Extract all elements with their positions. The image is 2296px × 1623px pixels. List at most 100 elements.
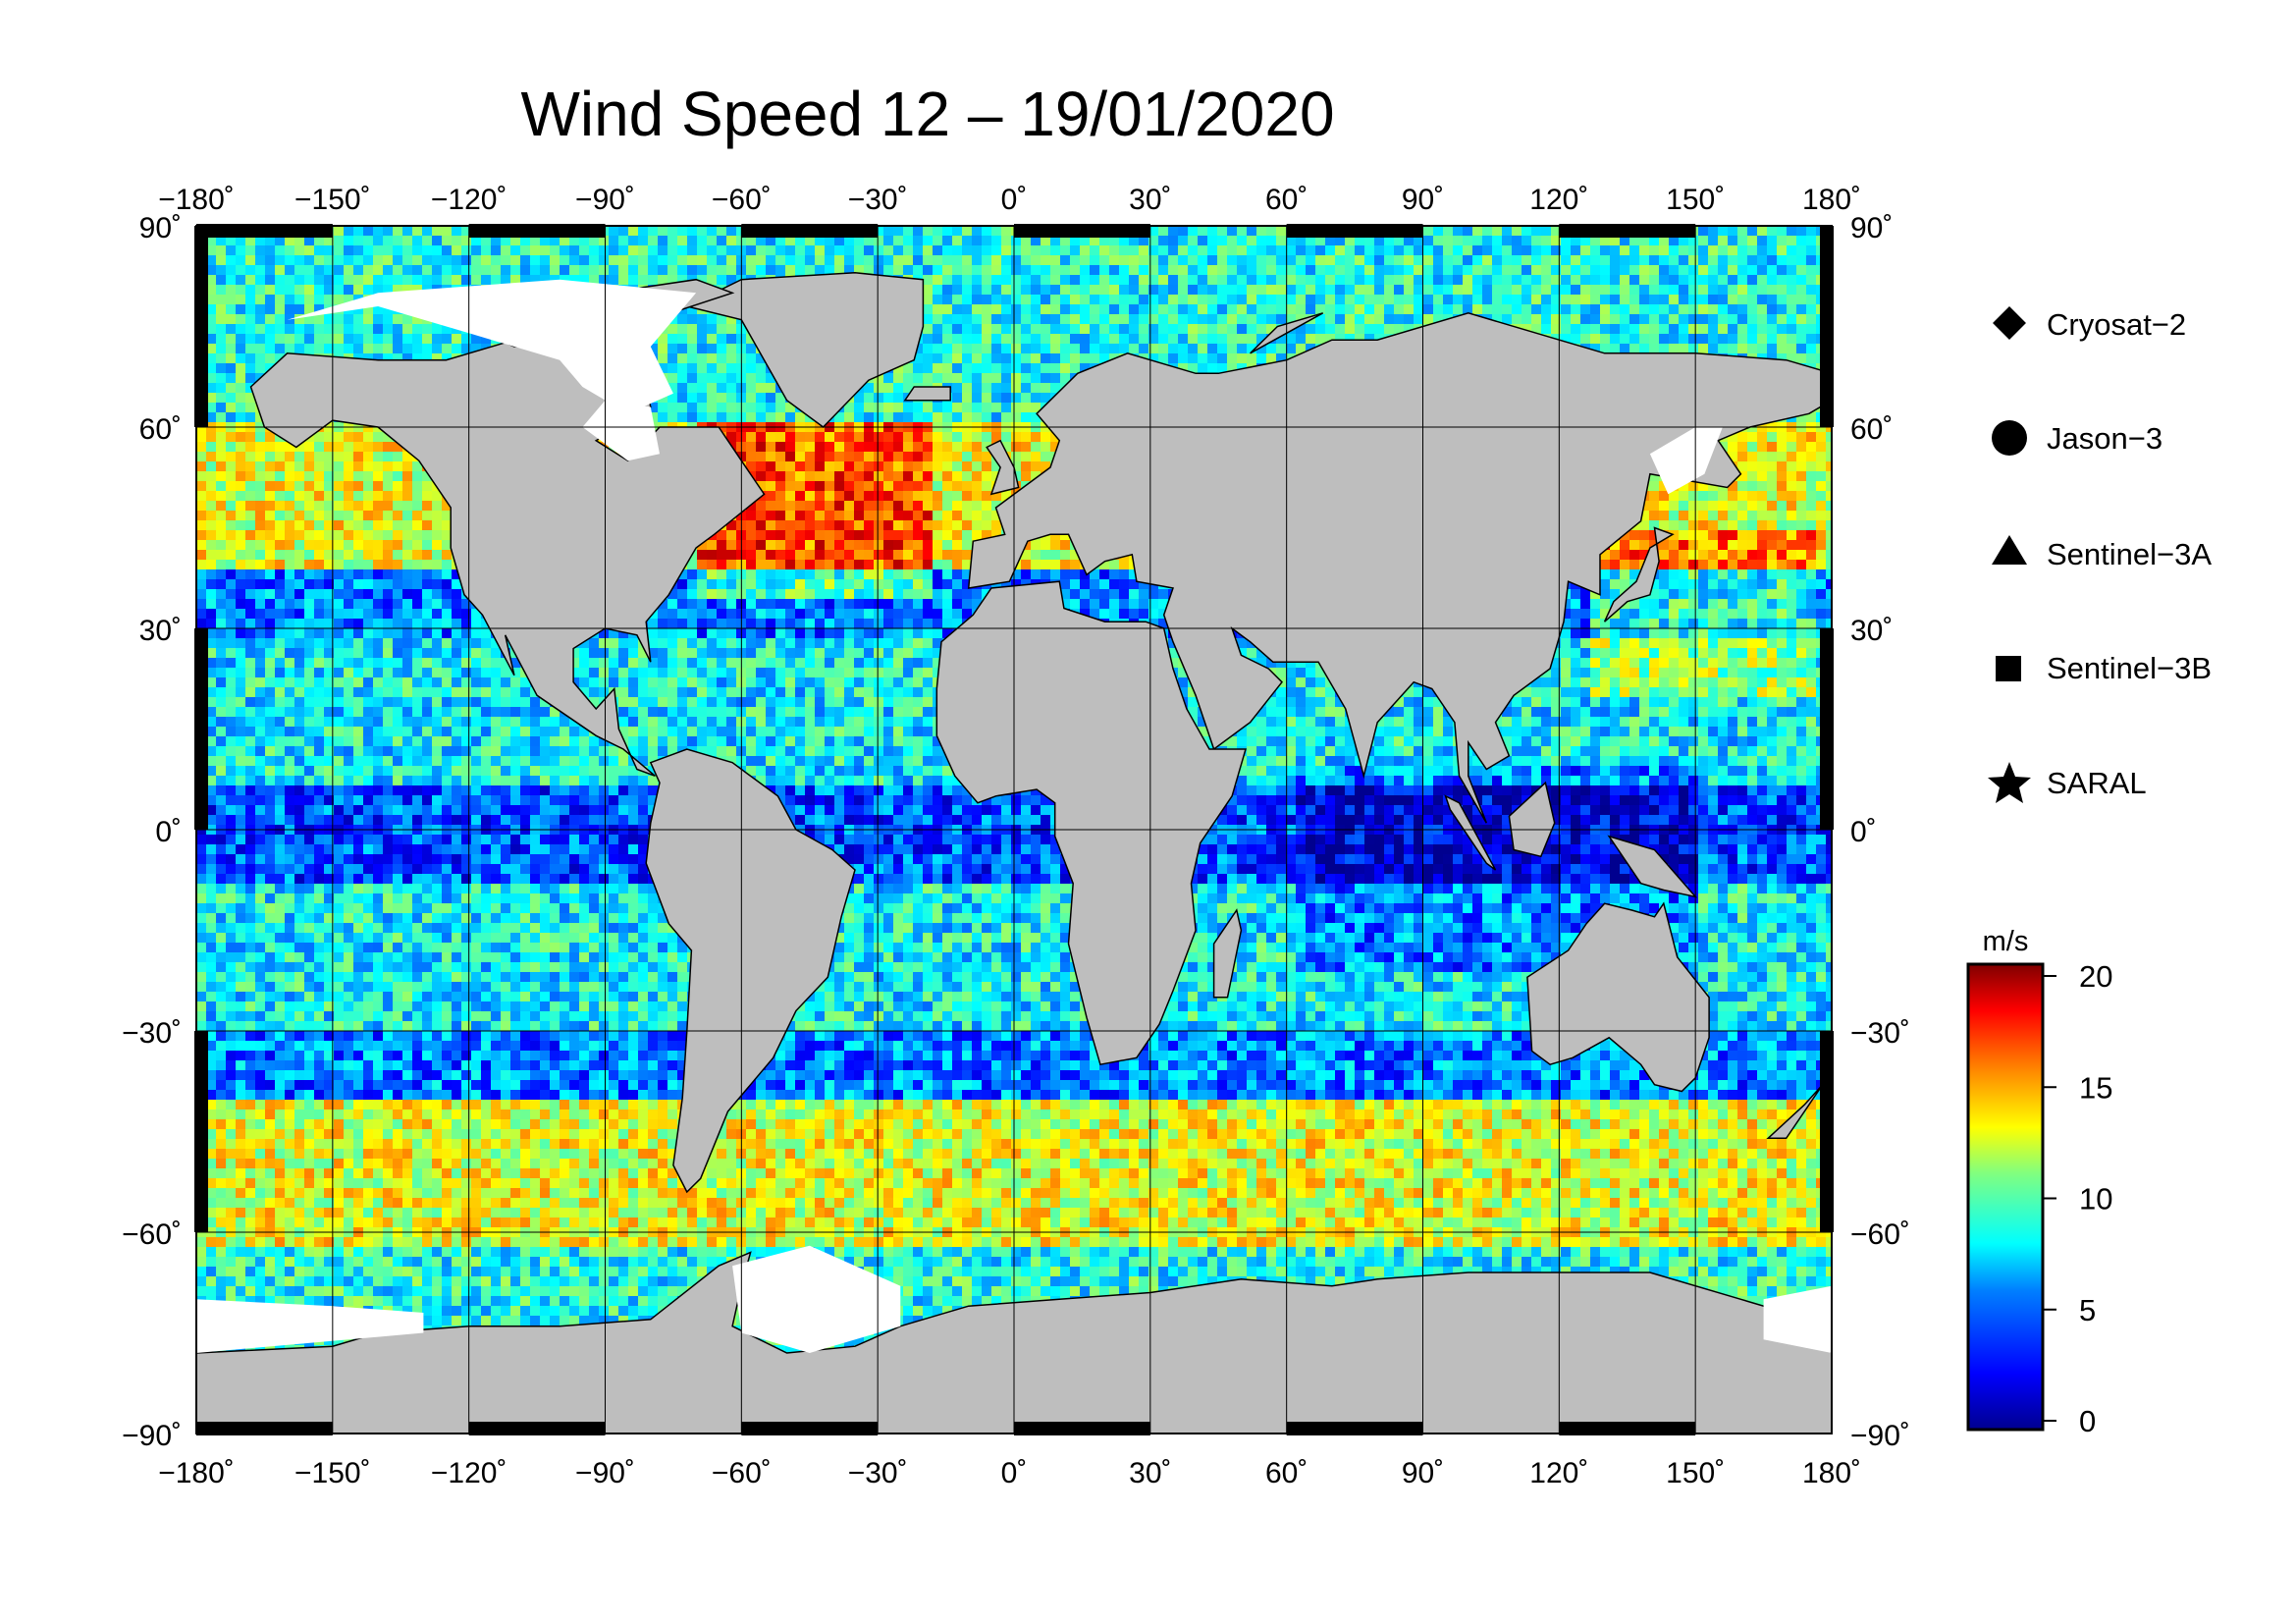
wind-cell [1001,432,1011,442]
wind-cell [1178,334,1188,344]
wind-cell [1306,304,1315,314]
wind-cell [314,452,324,461]
wind-cell [599,275,609,285]
wind-cell [933,324,942,334]
wind-cell [285,255,294,265]
wind-cell [1522,295,1531,304]
wind-cell [452,265,461,275]
wind-cell [1561,304,1571,314]
wind-cell [1001,353,1011,363]
wind-cell [1433,265,1443,275]
wind-cell [874,461,883,471]
wind-cell [1198,226,1207,236]
wind-cell [854,491,864,501]
wind-cell [1168,275,1178,285]
wind-cell [1718,344,1728,353]
wind-cell [275,255,285,265]
wind-cell [344,442,353,452]
wind-cell [1158,245,1168,255]
wind-cell [236,295,245,304]
wind-cell [255,442,265,452]
wind-cell [1747,481,1757,491]
wind-cell [344,265,353,275]
wind-cell [1256,236,1266,245]
wind-cell [972,452,982,461]
wind-cell [1816,491,1826,501]
wind-cell [236,373,245,383]
wind-cell [962,304,972,314]
wind-cell [903,452,913,461]
wind-cell [1374,265,1384,275]
wind-cell [1129,324,1139,334]
wind-cell [1639,334,1649,344]
wind-cell [452,226,461,236]
wind-cell [1050,353,1060,363]
wind-cell [1639,265,1649,275]
wind-cell [1207,363,1217,373]
wind-cell [1806,226,1816,236]
wind-cell [255,295,265,304]
wind-cell [1522,285,1531,295]
wind-cell [344,334,353,344]
wind-cell [1217,334,1227,344]
wind-cell [245,511,255,520]
wind-cell [393,511,402,520]
wind-cell [687,373,697,383]
wind-cell [1011,353,1021,363]
wind-cell [1482,275,1492,285]
wind-cell [1227,353,1237,363]
wind-cell [1482,295,1492,304]
wind-cell [923,236,933,245]
wind-cell [854,501,864,511]
wind-cell [1806,471,1816,481]
wind-cell [942,344,952,353]
wind-cell [393,314,402,324]
wind-cell [373,245,383,255]
wind-cell [972,324,982,334]
wind-cell [913,236,923,245]
wind-cell [775,412,785,422]
wind-cell [255,501,265,511]
wind-cell [883,501,893,511]
wind-cell [1737,314,1747,324]
wind-cell [1610,285,1620,295]
wind-cell [1080,304,1090,314]
wind-cell [874,412,883,422]
wind-cell [1021,275,1031,285]
wind-cell [1620,245,1629,255]
wind-cell [1060,304,1070,314]
wind-cell [923,511,933,520]
wind-cell [933,334,942,344]
wind-cell [1001,285,1011,295]
wind-cell [412,324,422,334]
wind-cell [1629,344,1639,353]
wind-cell [236,491,245,501]
wind-cell [1796,452,1806,461]
wind-cell [991,275,1001,285]
wind-cell [707,245,717,255]
wind-cell [942,491,952,501]
wind-cell [1011,334,1021,344]
wind-cell [216,511,226,520]
wind-cell [1443,265,1453,275]
wind-cell [1276,236,1286,245]
wind-cell [1364,304,1374,314]
wind-cell [236,383,245,393]
wind-cell [795,452,805,461]
wind-cell [1747,245,1757,255]
wind-cell [687,353,697,363]
wind-cell [304,324,314,334]
wind-cell [903,226,913,236]
wind-cell [923,295,933,304]
wind-cell [1463,285,1472,295]
wind-cell [903,481,913,491]
wind-cell [697,226,707,236]
wind-cell [1414,265,1423,275]
wind-cell [275,511,285,520]
wind-cell [599,265,609,275]
wind-cell [1031,314,1041,324]
wind-cell [1060,324,1070,334]
wind-cell [1109,304,1119,314]
wind-cell [1256,324,1266,334]
wind-cell [1718,314,1728,324]
